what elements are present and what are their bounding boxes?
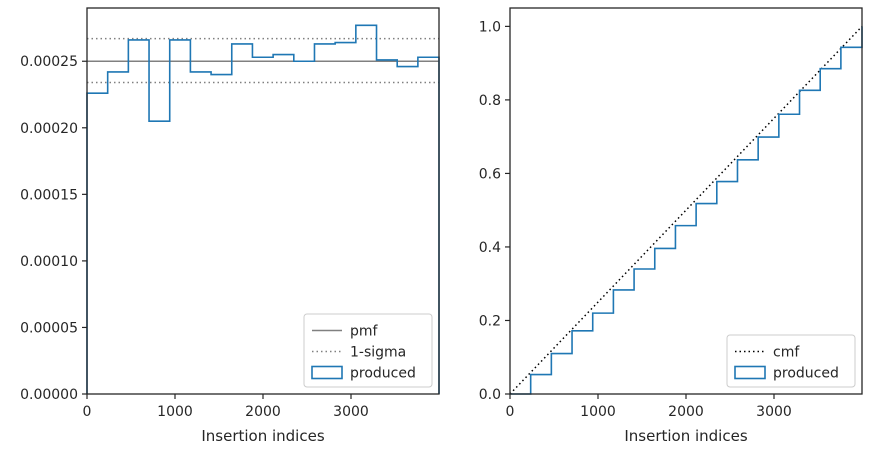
left-axes-frame <box>86 7 440 395</box>
left-legend-label-2: produced <box>350 366 416 382</box>
left-legend-box <box>303 313 433 388</box>
left-marks <box>86 24 440 394</box>
right-legend-box <box>726 334 856 388</box>
right-x-tick-label-3: 3000 <box>756 404 792 420</box>
left-y-tick-label-1: 0.00005 <box>20 320 78 336</box>
right-x-tick-label-0: 0 <box>506 404 515 420</box>
right-x-tick-label-2: 2000 <box>668 404 704 420</box>
left-y-tick-label-0: 0.00000 <box>20 387 78 403</box>
right-y-tick-label-3: 0.6 <box>479 166 501 182</box>
right-legend-handle-1 <box>734 365 766 380</box>
left-legend-label-1: 1-sigma <box>350 345 406 361</box>
right-legend: cmf produced <box>726 334 856 388</box>
right-x-tick-label-1: 1000 <box>580 404 616 420</box>
left-x-tick-label-0: 0 <box>83 404 92 420</box>
cumulative-panel: 0 1000 2000 3000 0.0 0.2 0.4 0.6 0.8 1.0 Insertio… <box>479 7 863 445</box>
right-ticks: 0 1000 2000 3000 0.0 0.2 0.4 0.6 0.8 1.0 <box>479 19 792 420</box>
histogram-panel: 0 1000 2000 3000 0.00000 0.00005 0.00010 0.0001… <box>20 7 440 445</box>
right-y-tick-label-2: 0.4 <box>479 240 501 256</box>
right-plot-area <box>510 8 862 394</box>
left-x-tick-label-2: 2000 <box>245 404 281 420</box>
right-legend-label-1: produced <box>773 366 839 382</box>
right-y-tick-label-0: 0.0 <box>479 387 501 403</box>
left-x-tick-label-1: 1000 <box>157 404 193 420</box>
right-series-cmf <box>509 25 863 395</box>
left-y-tick-label-2: 0.00010 <box>20 254 78 270</box>
right-y-tick-label-5: 1.0 <box>479 19 501 35</box>
right-axes-frame <box>509 7 863 395</box>
left-y-tick-label-4: 0.00020 <box>20 121 78 137</box>
right-y-tick-label-4: 0.8 <box>479 93 501 109</box>
right-legend-label-0: cmf <box>773 345 800 361</box>
left-legend-label-0: pmf <box>350 324 379 340</box>
left-y-tick-label-3: 0.00015 <box>20 187 78 203</box>
right-x-axis-label: Insertion indices <box>624 427 747 445</box>
left-legend: pmf 1-sigma produced <box>303 313 433 388</box>
left-y-tick-label-5: 0.00025 <box>20 54 78 70</box>
left-series-produced <box>86 24 440 394</box>
left-ticks: 0 1000 2000 3000 0.00000 0.00005 0.00010 0.0001… <box>20 54 369 420</box>
right-series-produced <box>510 26 863 395</box>
left-legend-handle-2 <box>311 365 343 380</box>
left-x-tick-label-3: 3000 <box>333 404 369 420</box>
right-marks <box>509 25 863 395</box>
right-y-tick-label-1: 0.2 <box>479 313 501 329</box>
left-x-axis-label: Insertion indices <box>201 427 324 445</box>
